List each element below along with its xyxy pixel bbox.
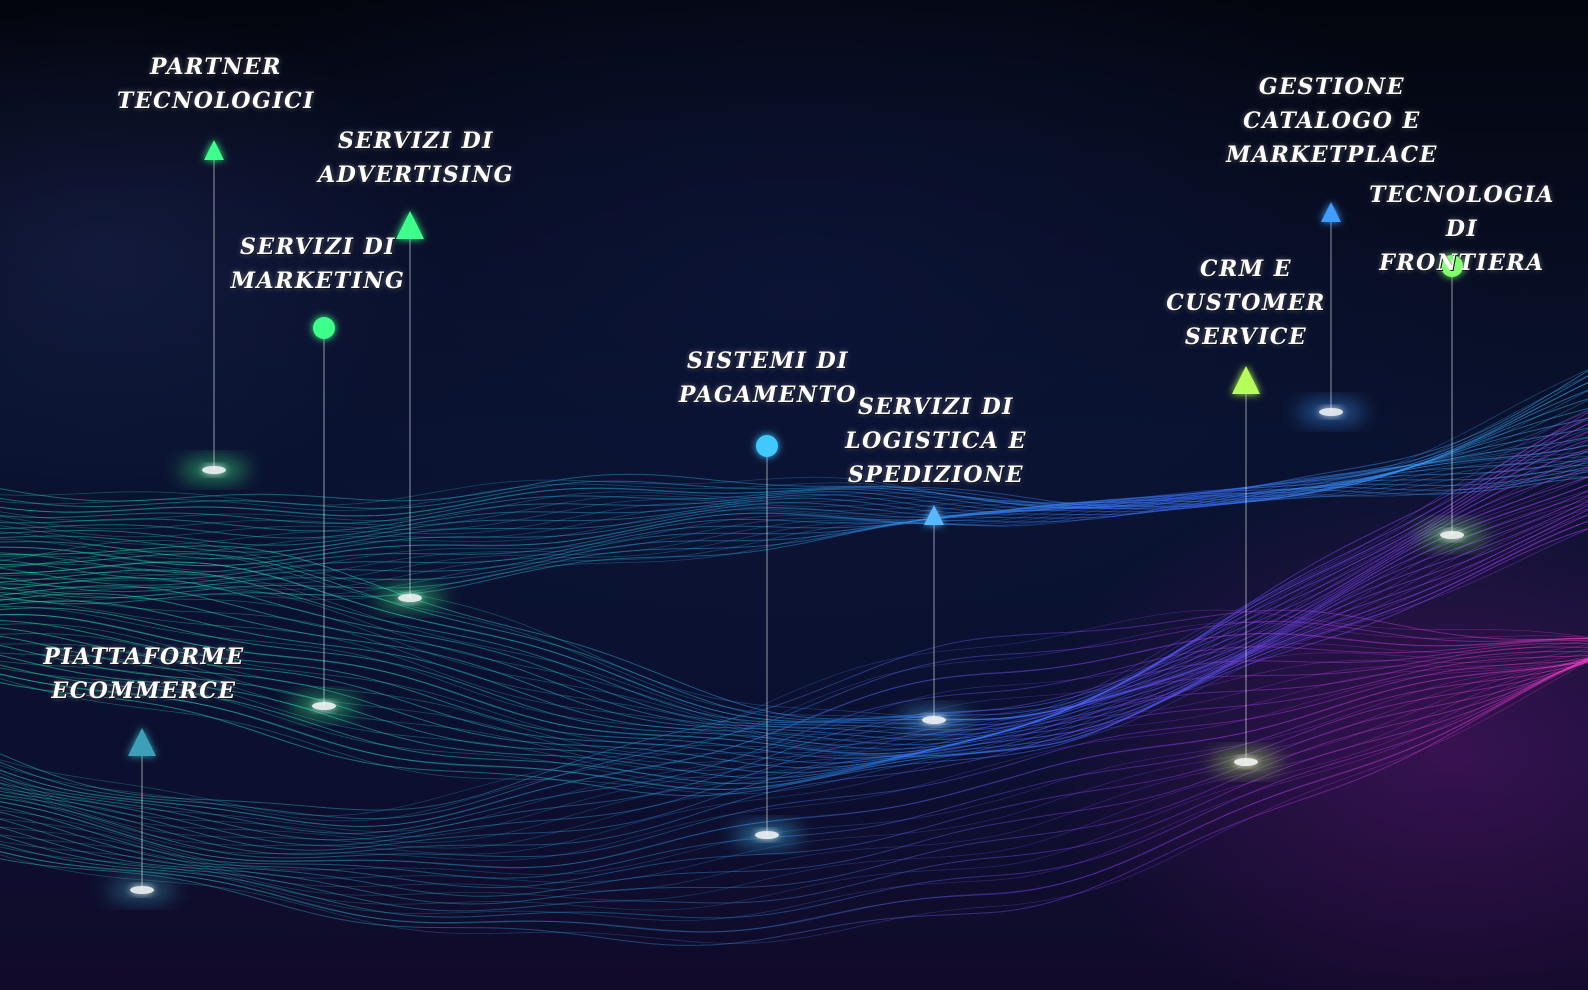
wave-band-middle bbox=[0, 411, 1588, 797]
label-frontiera: TECNOLOGIA DI FRONTIERA bbox=[1369, 182, 1555, 276]
arrow-up-icon bbox=[396, 211, 424, 239]
arrow-up-icon bbox=[1321, 202, 1341, 222]
label-catalogo: GESTIONE CATALOGO E MARKETPLACE bbox=[1226, 74, 1438, 168]
label-advertising: SERVIZI DI ADVERTISING bbox=[318, 128, 514, 188]
wave-band-lower bbox=[0, 609, 1588, 946]
label-ecommerce: PIATTAFORME ECOMMERCE bbox=[43, 644, 245, 704]
dot-icon bbox=[1441, 255, 1463, 277]
label-partner: PARTNER TECNOLOGICI bbox=[117, 54, 315, 114]
arrow-up-icon bbox=[924, 505, 944, 525]
label-pagamento: SISTEMI DI PAGAMENTO bbox=[678, 348, 858, 408]
label-logistica: SERVIZI DI LOGISTICA E SPEDIZIONE bbox=[845, 394, 1027, 488]
arrow-up-icon bbox=[1232, 366, 1260, 394]
wave-band-upper bbox=[0, 369, 1588, 605]
arrow-up-icon bbox=[128, 728, 156, 756]
arrow-up-icon bbox=[204, 140, 224, 160]
dot-icon bbox=[756, 435, 778, 457]
marker-layer bbox=[108, 140, 1486, 900]
label-crm: CRM E CUSTOMER SERVICE bbox=[1166, 256, 1326, 350]
label-marketing: SERVIZI DI MARKETING bbox=[230, 234, 406, 294]
dot-icon bbox=[313, 317, 335, 339]
